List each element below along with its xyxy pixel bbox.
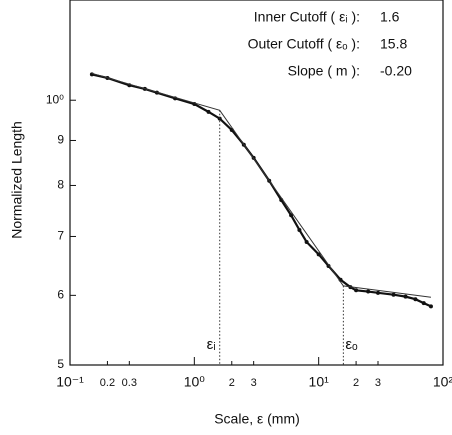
data-point [403,294,408,299]
data-point [375,290,380,295]
x-tick-label: 10² [433,374,452,390]
x-tick-label: 0.3 [122,377,137,389]
x-tick-label: 0.2 [100,377,115,389]
y-tick-label: 5 [57,357,64,371]
y-tick-label: 6 [57,288,64,302]
data-point [297,227,302,232]
y-tick-label: 7 [57,229,64,243]
data-point [428,304,433,309]
x-tick-label: 2 [229,377,235,389]
y-tick-label: 10⁰ [46,92,64,106]
x-tick-label: 3 [375,377,381,389]
stat-value: 1.6 [380,9,400,25]
data-point [206,109,211,114]
stat-label: Inner Cutoff ( εᵢ ): [254,9,360,25]
plot-frame [69,0,444,366]
stat-value: -0.20 [380,63,412,79]
y-tick-label: 9 [57,133,64,147]
data-point [89,72,94,77]
cutoff-label: εᵢ [207,336,216,353]
data-point [304,239,309,244]
cutoff-label: εₒ [345,336,358,353]
stat-label: Slope ( m ): [288,63,360,79]
x-tick-label: 3 [251,377,257,389]
data-point [413,297,418,302]
data-point [316,252,321,257]
x-tick-label: 2 [353,377,359,389]
stat-label: Outer Cutoff ( εₒ ): [248,36,360,52]
data-point [366,289,371,294]
x-tick-label: 10⁰ [184,374,206,390]
y-axis-label: Normalized Length [9,121,25,239]
data-point [391,292,396,297]
fit-line [91,72,432,298]
y-tick-label: 8 [57,178,64,192]
data-trace [91,73,432,308]
x-tick-label: 10¹ [309,374,330,390]
data-point [354,288,359,293]
x-tick-label: 10⁻¹ [56,374,84,390]
x-axis-label: Scale, ε (mm) [214,411,300,427]
data-point [421,301,426,306]
stat-value: 15.8 [380,36,407,52]
data-point [289,213,294,218]
